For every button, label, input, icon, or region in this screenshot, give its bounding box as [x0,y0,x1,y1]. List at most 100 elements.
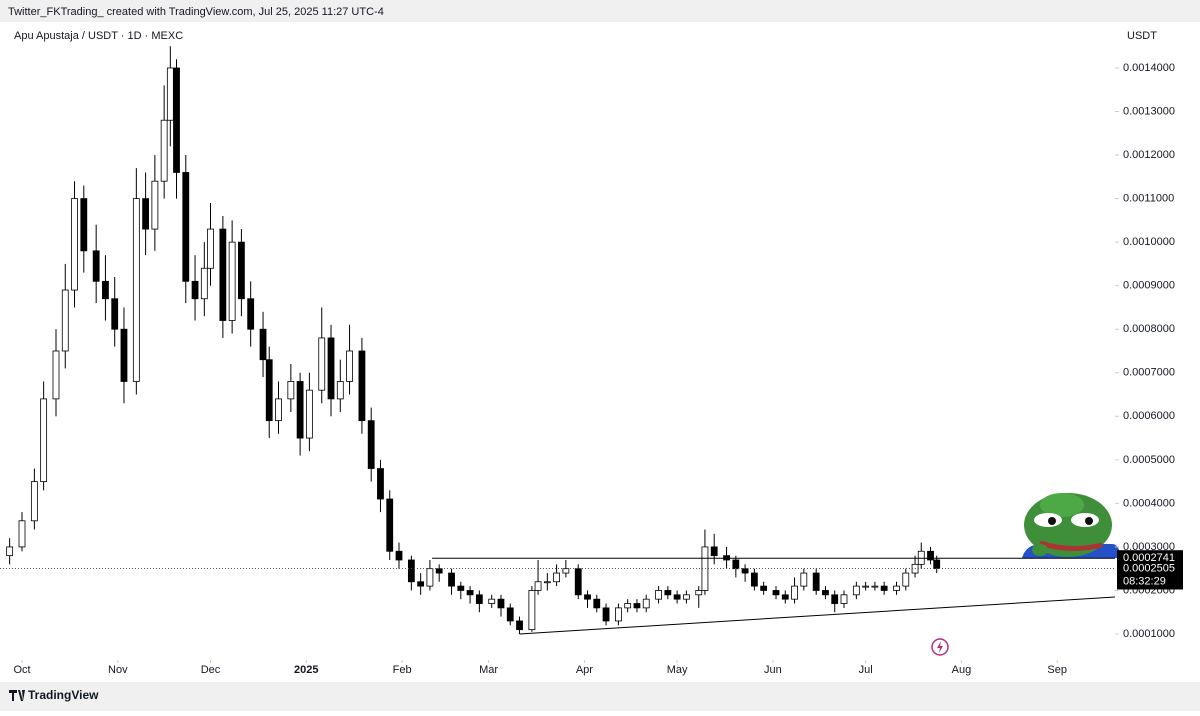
candle-body [318,337,326,391]
candle-body [781,594,789,600]
candle-body [741,568,749,574]
candle-body [506,607,514,622]
symbol-title: Apu Apustaja / USDT · 1D · MEXC [14,30,183,42]
candle-body [336,381,344,400]
candle-body [880,585,888,591]
y-tick-label: 0.0012000 [1123,149,1175,161]
candle-body [534,581,542,591]
caption: Twitter_FKTrading_ created with TradingV… [8,6,384,18]
y-tick-label: 0.0004000 [1123,497,1175,509]
candle-body [466,590,474,596]
candle-body [71,198,78,291]
candle-body [358,350,366,422]
y-tick-label: 0.0006000 [1123,410,1175,422]
candle-body [750,572,758,587]
candle-body [259,328,267,361]
y-tick-label: 0.0005000 [1123,454,1175,466]
candle-body [191,280,199,300]
y-tick-label: 0.0001000 [1123,628,1175,640]
pepe-sticker [1022,493,1120,558]
y-tick-label: 0.0010000 [1123,236,1175,248]
y-tick-label: 0.0008000 [1123,323,1175,335]
candle-body [695,590,703,596]
candle-body [166,67,174,121]
y-tick-label: 0.0009000 [1123,280,1175,292]
candle-body [111,298,119,330]
x-tick-label: Sep [1047,664,1067,676]
y-tick-label: 0.0014000 [1123,62,1175,74]
candle-body [228,241,236,321]
candle-body [642,598,650,609]
candle-body [296,381,304,439]
candle-body [800,572,808,587]
y-tick-label: 0.0013000 [1123,105,1175,117]
candle-body [305,389,313,439]
candle-body [142,198,150,230]
candle-body [562,568,570,574]
candle-body [624,603,632,609]
candle-body [553,572,561,583]
x-tick-label: Mar [479,664,498,676]
candle-body [417,581,425,587]
candle-body [655,590,662,600]
candle-body [160,119,168,182]
currency: USDT [1127,30,1157,42]
candle-body [760,585,768,591]
candle-body [287,381,295,400]
candle-body [132,198,140,382]
candle-body [92,250,100,282]
candle-body [18,520,26,548]
candle-body [327,337,335,400]
candle-body [102,280,109,300]
candle-body [247,298,255,330]
lightning-icon[interactable] [931,638,949,656]
candle-body [61,289,69,352]
candle-body [6,546,14,557]
candle-body [497,598,505,609]
x-tick-label: Jul [859,664,873,676]
brand-logo [9,690,25,701]
x-tick-label: May [667,664,688,676]
candle-body [40,398,48,483]
y-tick-label: 0.0003000 [1123,541,1175,553]
candle-body [448,572,455,587]
candle-body [701,546,709,591]
candle-body [346,350,353,382]
candle-body [275,398,282,422]
candle-body [367,420,375,469]
candle-body [265,359,273,422]
candle-body [120,328,128,382]
current-price-label: 0.0002505 [1123,562,1175,574]
candle-body [395,550,403,561]
candle-body [488,598,496,604]
candle-body [791,585,798,600]
candle-body [893,585,900,591]
candle-body [822,590,829,596]
candle-body [182,172,190,282]
candle-body [457,585,465,591]
candle-body [528,590,536,631]
y-tick-label: 0.0011000 [1123,193,1174,205]
candle-body [664,590,672,596]
candle-body [377,468,384,500]
candle-body [173,67,180,173]
hline-price-box [1117,550,1183,566]
candle-body [840,594,848,604]
x-tick-label: Feb [393,664,412,676]
candle-body [831,594,839,604]
candle-body [386,498,394,552]
candle-body [574,568,582,596]
candle-body [238,241,245,300]
x-tick-label: Apr [576,664,593,676]
trend-line [519,596,1116,635]
candle-body [673,594,681,600]
candle-body [615,607,622,622]
candle-body [543,581,551,584]
x-tick-label: 2025 [294,664,318,676]
candle-body [933,559,941,569]
candle-body [902,572,910,587]
footer-bar [0,682,1200,711]
candle-body [927,550,934,561]
